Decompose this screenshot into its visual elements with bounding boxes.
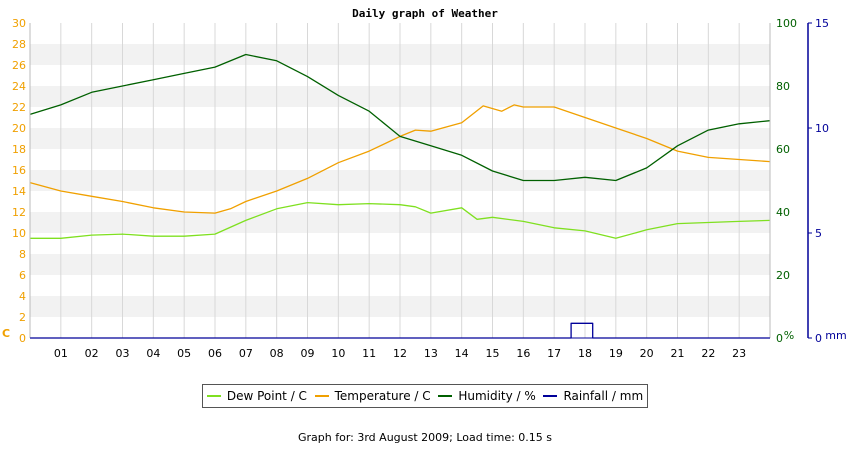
x-tick-label: 11: [362, 347, 376, 360]
series-line-dew-point: [30, 201, 771, 239]
humidity-axis-ticks: 0 20 40 60 80 100: [776, 17, 797, 345]
left-axis-unit-label: C: [2, 327, 10, 340]
left-axis-tick-label: 26: [12, 59, 26, 72]
humidity-axis-tick-label: 60: [776, 143, 790, 156]
legend-swatch-dew-point: [206, 395, 221, 397]
left-axis-tick-label: 30: [12, 17, 26, 30]
left-axis-tick-label: 16: [12, 164, 26, 177]
footer-status-text: Graph for: 3rd August 2009; Load time: 0…: [297, 431, 553, 444]
x-tick-label: 19: [609, 347, 623, 360]
left-axis-tick-label: 10: [12, 227, 26, 240]
x-tick-label: 01: [54, 347, 68, 360]
legend-swatch-temperature: [314, 395, 329, 397]
x-tick-label: 20: [640, 347, 654, 360]
x-tick-label: 09: [301, 347, 315, 360]
humidity-axis-tick-label: 40: [776, 206, 790, 219]
rainfall-axis-unit-label: mm: [825, 329, 846, 342]
rainfall-axis-tick-label: 10: [815, 122, 829, 135]
left-axis-tick-label: 20: [12, 122, 26, 135]
x-tick-label: 04: [146, 347, 160, 360]
series-line-humidity: [29, 53, 771, 182]
x-tick-label: 08: [270, 347, 284, 360]
x-tick-label: 14: [455, 347, 469, 360]
x-tick-label: 17: [547, 347, 561, 360]
legend-swatch-rainfall: [543, 395, 558, 397]
x-tick-label: 21: [671, 347, 685, 360]
left-axis-tick-label: 6: [19, 269, 26, 282]
left-axis-tick-label: 14: [12, 185, 26, 198]
x-tick-label: 07: [239, 347, 253, 360]
axis-lines: [29, 23, 809, 339]
humidity-axis-tick-label: 0: [776, 332, 783, 345]
legend-item-humidity: Humidity / %: [438, 389, 536, 403]
x-tick-label: 16: [516, 347, 530, 360]
x-axis-ticks: 01 02 03 04 05 06 07 08 09 10 11 12 13 14 15 16 17 18 19 20…: [54, 347, 746, 360]
legend-swatch-humidity: [438, 395, 453, 397]
x-tick-label: 05: [177, 347, 191, 360]
left-axis-tick-label: 24: [12, 80, 26, 93]
x-tick-label: 02: [85, 347, 99, 360]
x-tick-label: 15: [486, 347, 500, 360]
legend-label-humidity: Humidity / %: [458, 389, 536, 403]
humidity-axis-tick-label: 100: [776, 17, 797, 30]
left-axis-tick-label: 18: [12, 143, 26, 156]
humidity-axis-tick-label: 20: [776, 269, 790, 282]
x-tick-label: 12: [393, 347, 407, 360]
rainfall-axis-ticks: 0 5 10 15: [808, 17, 829, 345]
humidity-axis-tick-label: 80: [776, 80, 790, 93]
left-axis-tick-label: 12: [12, 206, 26, 219]
series-line-temperature: [29, 104, 771, 214]
left-axis-tick-label: 2: [19, 311, 26, 324]
x-tick-label: 13: [424, 347, 438, 360]
x-tick-label: 23: [732, 347, 746, 360]
left-axis-tick-label: 0: [19, 332, 26, 345]
chart-title: Daily graph of Weather: [352, 7, 498, 20]
left-axis-tick-label: 8: [19, 248, 26, 261]
rainfall-axis-tick-label: 15: [815, 17, 829, 30]
left-axis-tick-label: 4: [19, 290, 26, 303]
x-tick-label: 03: [116, 347, 130, 360]
left-axis-tick-label: 28: [12, 38, 26, 51]
rainfall-axis-tick-label: 5: [815, 227, 822, 240]
legend-label-rainfall: Rainfall / mm: [563, 389, 644, 403]
rainfall-axis-tick-label: 0: [815, 332, 822, 345]
x-tick-label: 10: [331, 347, 345, 360]
legend-item-dew-point: Dew Point / C: [206, 389, 307, 403]
legend-label-dew-point: Dew Point / C: [226, 389, 307, 403]
legend-item-rainfall: Rainfall / mm: [543, 389, 643, 403]
left-axis-tick-label: 22: [12, 101, 26, 114]
x-tick-label: 22: [701, 347, 715, 360]
vertical-gridlines: [60, 23, 740, 338]
x-tick-label: 06: [208, 347, 222, 360]
chart-legend: Dew Point / C Temperature / C Humidity /…: [202, 384, 648, 408]
series-lines: [29, 53, 771, 339]
legend-item-temperature: Temperature / C: [314, 389, 431, 403]
legend-label-temperature: Temperature / C: [334, 389, 431, 403]
humidity-axis-unit-label: %: [784, 329, 794, 342]
x-tick-label: 18: [578, 347, 592, 360]
